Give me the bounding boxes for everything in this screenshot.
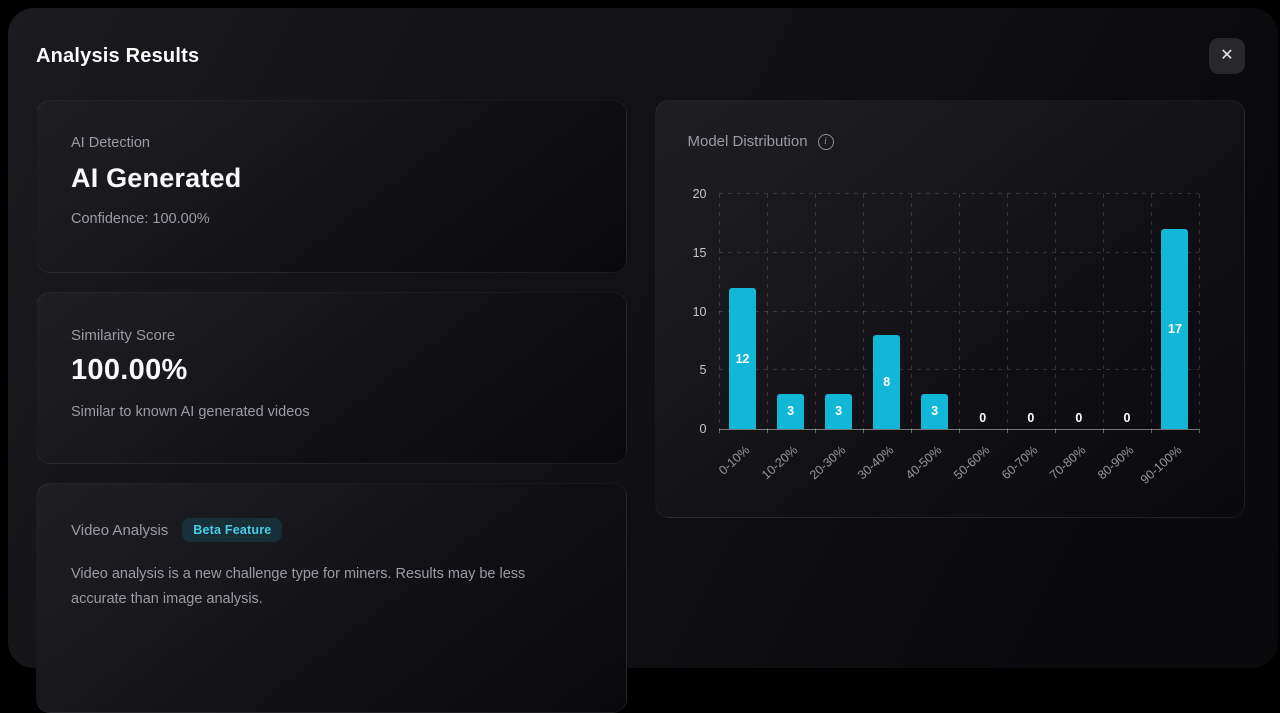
ai-detection-card: AI Detection AI Generated Confidence: 10… (36, 100, 627, 273)
close-icon: ✕ (1220, 47, 1234, 64)
x-axis-tick-mark (718, 429, 720, 433)
video-analysis-description: Video analysis is a new challenge type f… (71, 566, 526, 607)
chart-plot-area: 0 5 10 15 20 12 0-10% 3 10-20% 3 20-30% 8 30-40% 3 40-… (693, 187, 1200, 487)
bar-value-label: 0 (979, 411, 987, 425)
y-axis-tick-label: 5 (699, 363, 707, 378)
x-axis-tick-mark (1150, 429, 1152, 433)
gridline-horizontal (718, 193, 1199, 194)
gridline-vertical (814, 194, 816, 429)
chart-header: Model Distribution i (656, 101, 1245, 150)
modal-content: AI Detection AI Generated Confidence: 10… (36, 100, 1245, 713)
similarity-label: Similarity Score (71, 327, 176, 344)
x-axis-tick-mark (1199, 429, 1200, 433)
info-icon[interactable]: i (817, 133, 834, 150)
x-axis-tick-mark (910, 429, 912, 433)
ai-detection-result: AI Generated (71, 163, 242, 193)
modal-title: Analysis Results (36, 44, 200, 67)
results-column: AI Detection AI Generated Confidence: 10… (36, 100, 627, 713)
gridline-vertical (1150, 194, 1152, 429)
bar-value-label: 8 (883, 375, 891, 389)
beta-feature-badge: Beta Feature (182, 518, 283, 542)
x-axis-tick-mark (766, 429, 768, 433)
ai-detection-label: AI Detection (71, 135, 150, 151)
similarity-score-card: Similarity Score 100.00% Similar to know… (36, 292, 627, 464)
y-axis-tick-label: 20 (692, 187, 707, 201)
bar-value-label: 0 (1027, 411, 1035, 425)
model-distribution-card: Model Distribution i 0 5 10 15 20 12 0-10% 3 10-… (654, 100, 1245, 518)
x-axis-category-label: 90-100% (1137, 443, 1185, 487)
x-axis-tick-mark (958, 429, 960, 433)
gridline-vertical (766, 194, 768, 429)
gridline-vertical (1054, 194, 1056, 429)
x-axis-tick-mark (814, 429, 816, 433)
modal-header: Analysis Results ✕ (36, 38, 1245, 74)
x-axis-tick-mark (1102, 429, 1104, 433)
chart-title: Model Distribution (687, 133, 808, 150)
bar-value-label: 12 (735, 351, 750, 366)
bar-value-label: 0 (1075, 411, 1083, 425)
bar (1161, 229, 1189, 429)
bar-value-label: 3 (931, 404, 939, 419)
gridline-vertical (910, 194, 912, 429)
y-axis-tick-label: 15 (692, 245, 707, 260)
gridline-horizontal (718, 369, 1199, 371)
bar (729, 288, 757, 429)
video-analysis-label: Video Analysis (71, 521, 169, 539)
x-axis-category-label: 0-10% (715, 443, 752, 478)
analysis-results-modal: Analysis Results ✕ AI Detection AI Gener… (8, 8, 1278, 713)
x-axis-tick-mark (1006, 429, 1008, 433)
video-analysis-card: Video Analysis Beta Feature Video analys… (36, 483, 627, 713)
bar (825, 393, 853, 429)
gridline-vertical (958, 194, 960, 429)
ai-detection-confidence: Confidence: 100.00% (71, 211, 210, 227)
bar (777, 393, 805, 429)
gridline-vertical (718, 194, 720, 429)
bar-value-label: 3 (787, 404, 795, 419)
gridline-horizontal (718, 310, 1199, 312)
gridline-vertical (862, 194, 864, 429)
y-axis-tick-label: 10 (692, 304, 707, 319)
similarity-description: Similar to known AI generated videos (71, 404, 310, 420)
similarity-value: 100.00% (71, 354, 188, 386)
x-axis-tick-mark (1054, 429, 1056, 433)
bar-value-label: 3 (835, 404, 843, 419)
gridline-horizontal (718, 251, 1199, 253)
bar-value-label: 0 (1123, 411, 1131, 425)
gridline-vertical (1006, 194, 1008, 429)
bar (873, 335, 901, 429)
video-analysis-header: Video Analysis Beta Feature (71, 518, 592, 542)
bar-value-label: 17 (1168, 322, 1182, 337)
x-axis-tick-mark (862, 429, 864, 433)
bar (921, 393, 949, 429)
gridline-vertical (1102, 194, 1104, 429)
gridline-vertical (1199, 194, 1200, 429)
y-axis-tick-label: 0 (699, 422, 707, 436)
close-button[interactable]: ✕ (1209, 38, 1245, 74)
